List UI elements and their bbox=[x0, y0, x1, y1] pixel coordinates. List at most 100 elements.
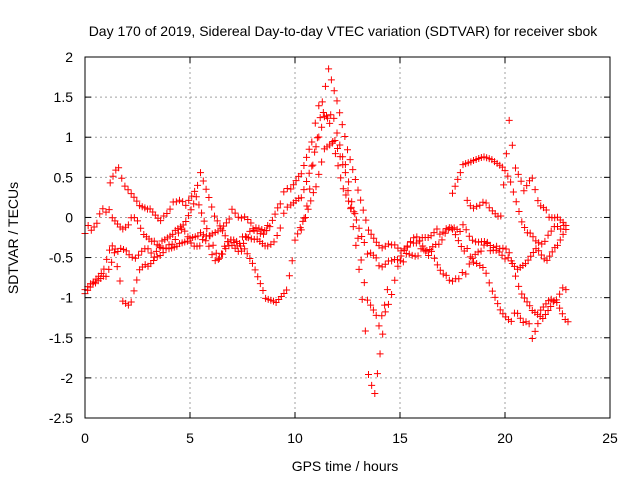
data-point bbox=[162, 244, 170, 252]
data-point bbox=[168, 240, 176, 248]
data-point bbox=[336, 141, 344, 149]
data-point bbox=[543, 256, 551, 264]
data-point bbox=[477, 247, 485, 255]
data-point bbox=[108, 258, 116, 266]
data-point bbox=[318, 123, 326, 131]
y-tick-label: 1.5 bbox=[54, 89, 74, 105]
data-point bbox=[249, 225, 257, 233]
y-tick-label: -1.5 bbox=[49, 330, 73, 346]
data-point bbox=[190, 200, 198, 208]
data-point bbox=[470, 204, 477, 212]
data-point bbox=[427, 232, 435, 240]
data-point bbox=[393, 256, 401, 264]
data-point bbox=[394, 262, 402, 270]
data-point bbox=[250, 235, 258, 243]
data-point bbox=[321, 82, 329, 90]
data-point bbox=[455, 275, 463, 283]
data-point bbox=[116, 277, 124, 285]
data-point bbox=[327, 111, 335, 119]
data-point bbox=[521, 224, 529, 232]
data-point bbox=[384, 240, 392, 248]
grid-layer bbox=[85, 57, 610, 418]
data-point bbox=[482, 269, 490, 277]
data-point bbox=[131, 254, 139, 262]
data-point bbox=[311, 119, 319, 127]
data-point bbox=[480, 241, 488, 249]
data-point bbox=[320, 113, 328, 121]
data-point bbox=[303, 177, 311, 185]
data-point bbox=[199, 231, 207, 239]
data-point bbox=[315, 102, 323, 110]
data-point bbox=[491, 293, 499, 301]
data-point bbox=[283, 286, 291, 294]
data-point bbox=[166, 205, 174, 213]
data-point bbox=[531, 186, 539, 194]
data-point bbox=[462, 270, 470, 278]
data-point bbox=[344, 187, 352, 195]
data-point bbox=[333, 97, 341, 105]
tick-layer: 0 5 10 15 20 25 -2.5 -2 -1.5 -1 -0.5 0 0.5 1 1.5 2 bbox=[49, 49, 618, 446]
data-point bbox=[133, 197, 141, 205]
data-point bbox=[300, 214, 308, 222]
data-point bbox=[457, 242, 465, 250]
data-point bbox=[507, 317, 515, 325]
data-point bbox=[96, 210, 104, 218]
data-point bbox=[212, 249, 220, 257]
data-point bbox=[331, 136, 339, 144]
data-point bbox=[205, 193, 213, 201]
data-point bbox=[214, 255, 222, 263]
data-point bbox=[509, 188, 517, 196]
data-point bbox=[113, 263, 121, 271]
data-point bbox=[195, 201, 203, 209]
data-point bbox=[428, 247, 435, 255]
data-point bbox=[307, 197, 315, 205]
data-point bbox=[344, 146, 351, 154]
data-point bbox=[150, 237, 158, 245]
data-point bbox=[315, 133, 323, 141]
data-point bbox=[357, 196, 365, 204]
y-tick-label: 1 bbox=[65, 129, 73, 145]
data-point bbox=[553, 298, 561, 306]
data-point bbox=[349, 223, 357, 231]
data-point bbox=[222, 245, 230, 253]
data-point bbox=[352, 216, 360, 224]
data-point bbox=[516, 314, 524, 322]
data-point bbox=[370, 234, 378, 242]
data-point bbox=[109, 172, 117, 180]
data-point bbox=[300, 186, 308, 194]
data-point bbox=[512, 198, 520, 206]
data-point bbox=[518, 218, 526, 226]
data-point bbox=[514, 309, 522, 317]
data-point bbox=[449, 225, 456, 233]
data-point bbox=[124, 221, 132, 229]
data-point bbox=[508, 141, 516, 149]
data-point bbox=[196, 242, 204, 250]
y-axis-label: SDTVAR / TECUs bbox=[5, 182, 21, 294]
data-point bbox=[264, 221, 272, 229]
y-tick-label: 0 bbox=[65, 209, 73, 225]
data-point bbox=[497, 212, 505, 220]
data-point bbox=[130, 214, 138, 222]
data-point bbox=[547, 227, 555, 235]
data-point bbox=[159, 249, 167, 257]
data-point bbox=[367, 230, 375, 238]
data-point bbox=[150, 256, 158, 264]
data-point bbox=[400, 245, 408, 253]
data-point bbox=[456, 169, 464, 177]
data-point bbox=[185, 196, 193, 204]
data-point bbox=[365, 226, 372, 234]
data-point bbox=[156, 243, 164, 251]
data-point bbox=[403, 242, 411, 250]
data-point bbox=[534, 320, 542, 328]
data-point bbox=[384, 300, 392, 308]
data-point bbox=[240, 239, 248, 247]
data-point bbox=[330, 114, 338, 122]
data-point bbox=[84, 221, 92, 229]
data-point bbox=[485, 279, 493, 287]
data-point bbox=[219, 227, 227, 235]
y-tick-label: -2.5 bbox=[49, 410, 73, 426]
data-point bbox=[248, 259, 256, 267]
data-point bbox=[292, 177, 300, 185]
data-point bbox=[165, 241, 173, 249]
